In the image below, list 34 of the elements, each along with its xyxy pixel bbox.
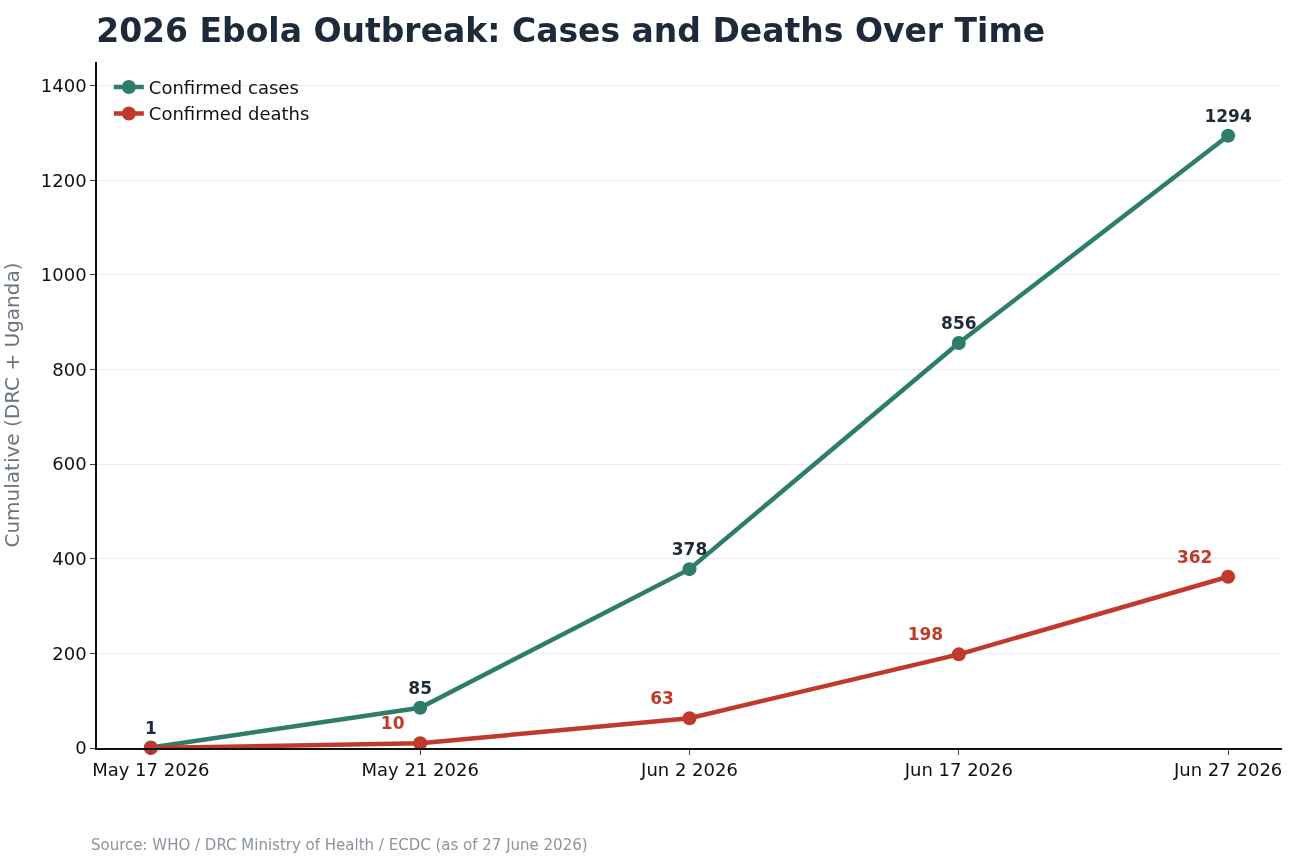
y-tick-label: 0 [75,737,87,759]
data-label: 198 [901,624,950,645]
data-label: 856 [935,313,983,334]
legend-label: Confirmed cases [148,77,299,99]
data-label: 378 [665,539,714,560]
point [951,336,966,351]
x-tick-label: May 21 2026 [361,759,479,781]
y-tick-label: 1000 [40,264,87,286]
point [413,700,428,715]
x-tick-label: May 17 2026 [92,759,210,781]
y-tick-label: 400 [52,548,87,570]
source-note: Source: WHO / DRC Ministry of Health / ECDC (as of 27 June 2026) [91,836,588,854]
point [951,647,966,662]
data-label: 10 [374,713,411,734]
y-tick-label: 1400 [40,74,87,96]
data-label: 85 [402,677,438,698]
y-tick-label: 1200 [40,169,87,191]
x-tick-label: Jun 27 2026 [1173,759,1283,781]
y-axis-title: Cumulative (DRC + Uganda) [0,262,24,548]
y-tick-label: 800 [52,358,87,380]
chart-title: 2026 Ebola Outbreak: Cases and Deaths Over Time [96,10,1046,50]
point [1221,128,1236,143]
x-tick-label: Jun 2 2026 [640,759,738,781]
data-label: 1 [139,717,163,738]
point [682,562,697,577]
x-tick-label: Jun 17 2026 [903,759,1013,781]
data-label: 63 [644,688,680,709]
legend-label: Confirmed deaths [148,103,310,125]
y-tick-label: 200 [52,642,87,664]
data-label: 362 [1171,546,1219,567]
y-tick-label: 600 [52,453,87,475]
point [1221,569,1236,584]
data-label: 1294 [1198,105,1258,126]
point [682,711,697,726]
